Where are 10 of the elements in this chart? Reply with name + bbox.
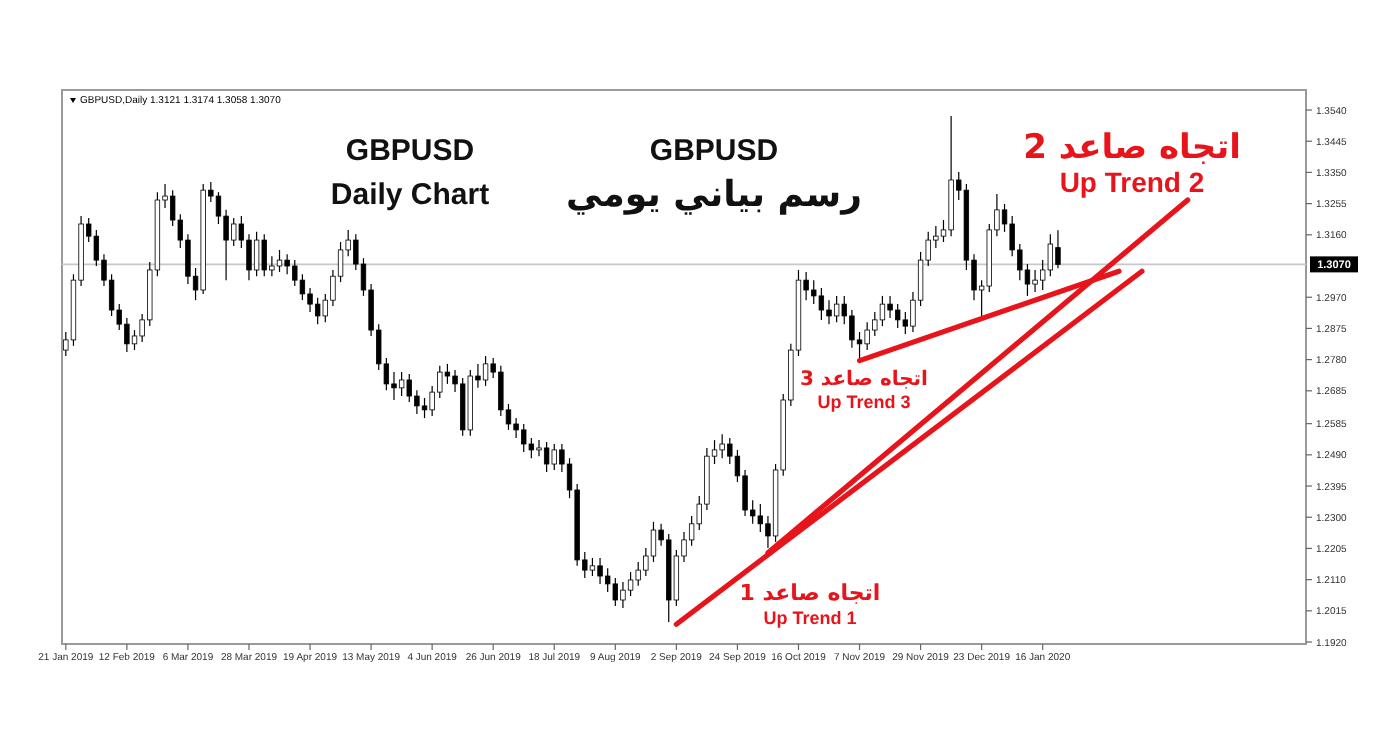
- annotation: GBPUSD: [649, 134, 779, 168]
- annotation: Daily Chart: [330, 178, 490, 212]
- annotation: Up Trend 2: [1059, 166, 1205, 198]
- annotation: Up Trend 3: [817, 392, 911, 412]
- annotation: GBPUSD: [345, 134, 475, 168]
- annotation: اتجاه صاعد 1: [739, 580, 881, 606]
- annotation: Up Trend 1: [763, 608, 857, 628]
- annotation: اتجاه صاعد 2: [1023, 128, 1241, 168]
- annotation: رسم بياني يومي: [566, 174, 862, 216]
- annotation: اتجاه صاعد 3: [799, 368, 929, 391]
